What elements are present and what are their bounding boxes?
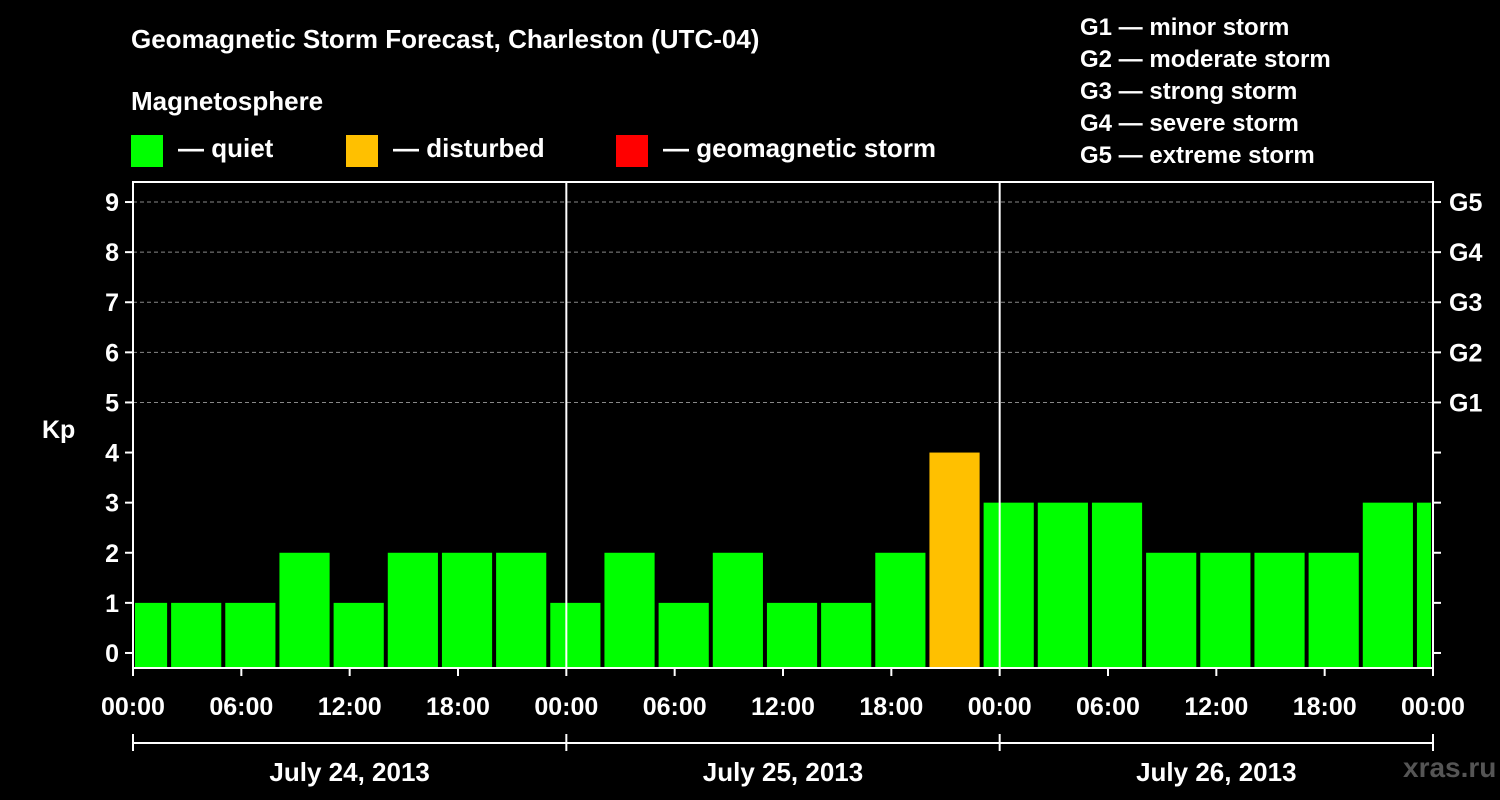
kp-bar-7 [441,552,493,668]
kp-bar-5 [333,602,384,668]
kp-bar-15 [875,552,926,668]
kp-bar-16 [929,452,980,668]
y-tick-label: 2 [105,540,119,568]
y-tick-label: 4 [105,440,119,468]
x-tick-label: 06:00 [643,693,707,721]
chart-title: Geomagnetic Storm Forecast, Charleston (… [131,24,760,54]
kp-bar-9 [550,602,601,668]
day-label: July 26, 2013 [1136,757,1296,787]
kp-bar-6 [387,552,438,668]
kp-bar-13 [766,602,818,668]
kp-bar-18 [1037,502,1088,668]
legend-label-storm: — geomagnetic storm [663,133,937,163]
legend-swatch-disturbed [346,135,378,167]
y-tick-label: 1 [105,590,119,618]
x-tick-label: 00:00 [101,693,165,721]
kp-bar-14 [821,602,872,668]
y-tick-label: 6 [105,339,119,367]
kp-bar-22 [1254,552,1305,668]
x-tick-label: 06:00 [209,693,273,721]
g-level-label: G4 [1449,239,1482,267]
watermark: xras.ru [1403,752,1497,783]
y-tick-label: 3 [105,490,119,518]
y-tick-label: 8 [105,239,119,267]
g-level-label: G5 [1449,189,1482,217]
legend-swatch-storm [616,135,648,167]
kp-bar-8 [496,552,547,668]
kp-bar-21 [1200,552,1251,668]
x-tick-label: 00:00 [1401,693,1465,721]
g-level-label: G1 [1449,389,1482,417]
kp-bar-2 [171,602,222,668]
kp-bar-3 [225,602,276,668]
x-tick-label: 12:00 [1184,693,1248,721]
x-tick-label: 12:00 [751,693,815,721]
kp-bar-12 [712,552,763,668]
y-axis-title: Kp [42,416,75,444]
y-tick-label: 5 [105,389,119,417]
storm-scale-g3: G3 — strong storm [1080,78,1298,105]
legend-swatch-quiet [131,135,163,167]
storm-scale-g1: G1 — minor storm [1080,14,1290,41]
g-level-label: G3 [1449,289,1482,317]
x-tick-label: 18:00 [859,693,923,721]
x-tick-label: 00:00 [968,693,1032,721]
x-tick-label: 06:00 [1076,693,1140,721]
kp-bar-25 [1416,502,1431,668]
g-level-label: G2 [1449,339,1482,367]
kp-bar-17 [983,502,1034,668]
kp-bar-20 [1146,552,1197,668]
legend-label-quiet: — quiet [178,133,274,163]
y-tick-label: 9 [105,189,119,217]
kp-bar-19 [1091,502,1143,668]
kp-bar-1 [135,602,168,668]
x-tick-label: 00:00 [534,693,598,721]
x-tick-label: 12:00 [318,693,382,721]
day-label: July 24, 2013 [269,757,429,787]
kp-bar-10 [604,552,655,668]
x-tick-label: 18:00 [426,693,490,721]
day-label: July 25, 2013 [703,757,863,787]
kp-bar-11 [658,602,709,668]
kp-bar-4 [279,552,330,668]
storm-scale-g4: G4 — severe storm [1080,110,1299,137]
storm-scale-g5: G5 — extreme storm [1080,142,1315,169]
kp-bar-23 [1308,552,1359,668]
x-tick-label: 18:00 [1293,693,1357,721]
storm-scale-g2: G2 — moderate storm [1080,46,1331,73]
kp-bar-24 [1362,502,1413,668]
legend-label-disturbed: — disturbed [393,133,545,163]
magnetosphere-label: Magnetosphere [131,86,324,116]
y-tick-label: 0 [105,640,119,668]
y-tick-label: 7 [105,289,119,317]
